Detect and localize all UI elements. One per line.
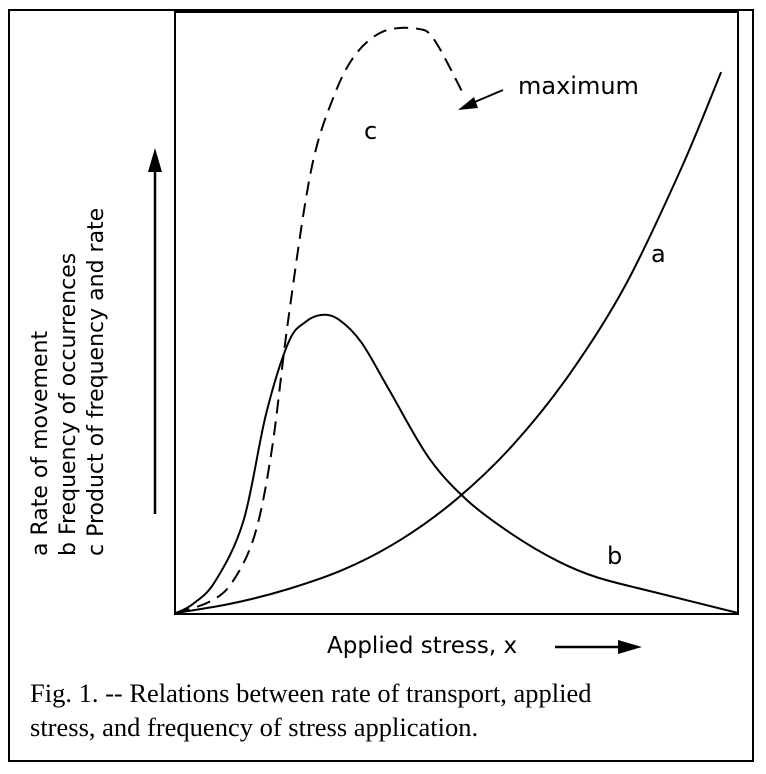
x-direction-arrow-head: [618, 640, 642, 654]
figure-caption: Fig. 1. -- Relations between rate of tra…: [30, 676, 740, 744]
y-label-line-b: b Frequency of occurrences: [56, 253, 81, 556]
caption-line-1: Fig. 1. -- Relations between rate of tra…: [30, 678, 592, 708]
series-a-label: a: [651, 240, 666, 268]
x-axis-label: Applied stress, x: [327, 633, 517, 659]
figure-frame: [8, 9, 754, 762]
series-a-line: [175, 71, 723, 614]
maximum-arrow-head: [458, 97, 478, 110]
caption-line-2: stress, and frequency of stress applicat…: [30, 712, 479, 742]
series-c-label: c: [364, 117, 377, 145]
series-b-line: [175, 313, 739, 614]
maximum-annotation: maximum: [518, 72, 639, 100]
series-b-label: b: [607, 542, 622, 570]
plot-area: [174, 11, 739, 615]
y-label-line-a: a Rate of movement: [28, 331, 53, 556]
y-direction-arrow-head: [148, 148, 162, 172]
y-label-line-c: c Product of frequency and rate: [84, 208, 109, 556]
series-c-line: [175, 26, 464, 614]
y-axis-label: a Rate of movement b Frequency of occurr…: [28, 208, 109, 556]
